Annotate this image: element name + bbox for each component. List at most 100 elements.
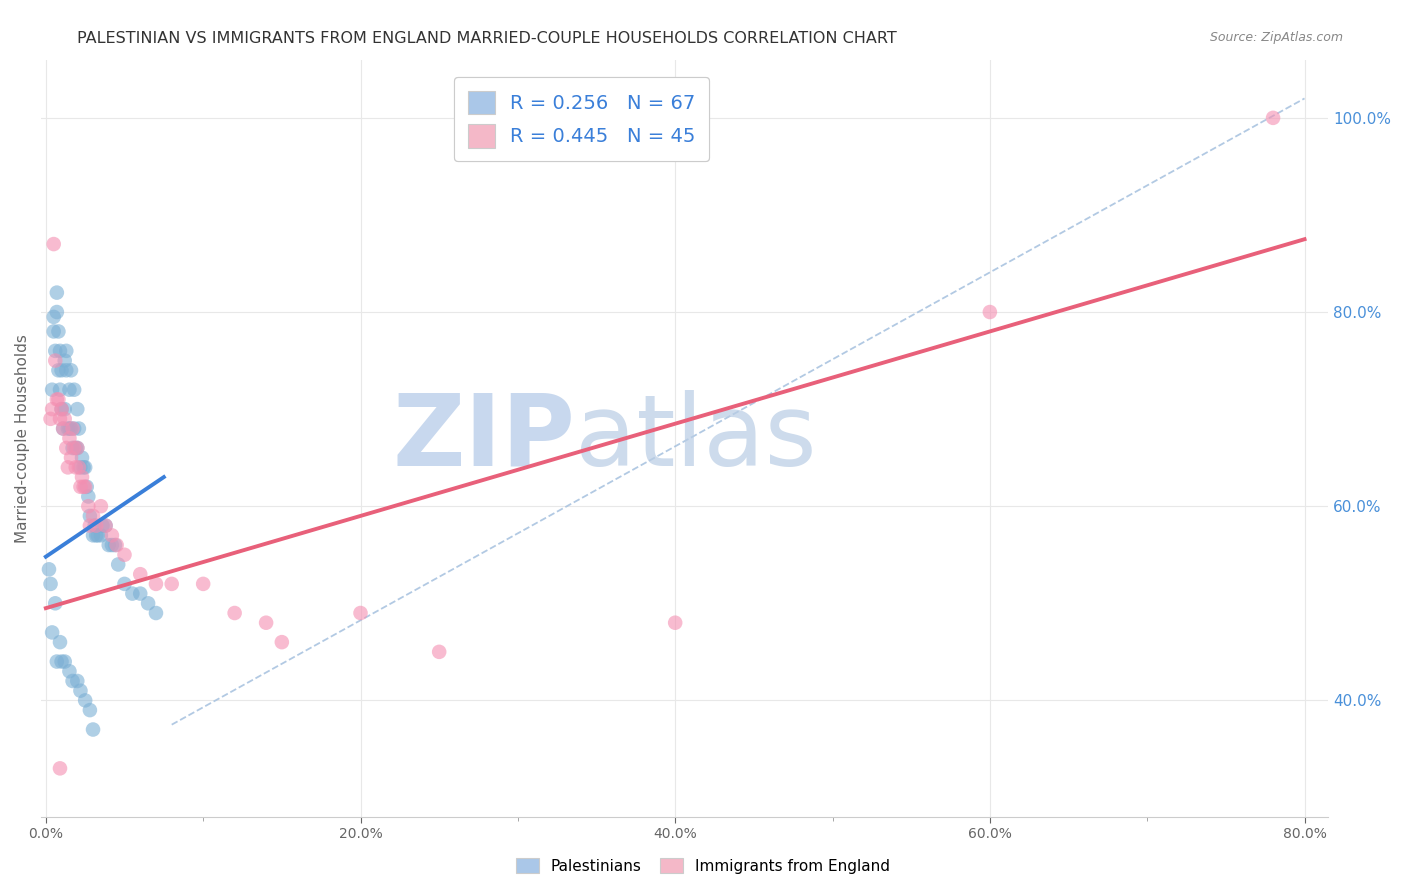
Point — [49, 761, 72, 775]
Point — [79, 518, 101, 533]
Point — [53, 402, 76, 417]
Point — [101, 528, 124, 542]
Point — [114, 577, 136, 591]
Point — [65, 441, 87, 455]
Point — [44, 596, 66, 610]
Text: Source: ZipAtlas.com: Source: ZipAtlas.com — [1209, 31, 1343, 45]
Point — [53, 655, 76, 669]
Point — [97, 538, 120, 552]
Point — [41, 402, 63, 417]
Legend: R = 0.256   N = 67, R = 0.445   N = 45: R = 0.256 N = 67, R = 0.445 N = 45 — [454, 77, 710, 161]
Point — [56, 421, 79, 435]
Point — [49, 383, 72, 397]
Point — [77, 490, 100, 504]
Y-axis label: Married-couple Households: Married-couple Households — [15, 334, 30, 542]
Legend: Palestinians, Immigrants from England: Palestinians, Immigrants from England — [509, 852, 897, 880]
Point — [94, 518, 117, 533]
Point — [58, 383, 80, 397]
Point — [69, 683, 91, 698]
Point — [38, 562, 60, 576]
Point — [60, 421, 83, 435]
Text: PALESTINIAN VS IMMIGRANTS FROM ENGLAND MARRIED-COUPLE HOUSEHOLDS CORRELATION CHA: PALESTINIAN VS IMMIGRANTS FROM ENGLAND M… — [77, 31, 897, 46]
Point — [107, 558, 129, 572]
Point — [48, 392, 70, 407]
Point — [39, 412, 62, 426]
Point — [45, 392, 67, 407]
Point — [63, 383, 86, 397]
Point — [58, 431, 80, 445]
Point — [75, 693, 97, 707]
Point — [84, 518, 107, 533]
Point — [49, 412, 72, 426]
Point — [193, 577, 215, 591]
Point — [52, 421, 75, 435]
Point — [55, 343, 77, 358]
Point — [114, 548, 136, 562]
Point — [979, 305, 1001, 319]
Point — [664, 615, 686, 630]
Point — [84, 528, 107, 542]
Point — [72, 480, 94, 494]
Point — [42, 325, 65, 339]
Point — [48, 325, 70, 339]
Point — [105, 538, 128, 552]
Point — [53, 353, 76, 368]
Point — [66, 441, 89, 455]
Point — [270, 635, 292, 649]
Point — [62, 673, 84, 688]
Point — [427, 645, 450, 659]
Point — [67, 421, 90, 435]
Point — [82, 508, 104, 523]
Point — [94, 518, 117, 533]
Point — [63, 421, 86, 435]
Point — [49, 343, 72, 358]
Point — [1261, 111, 1284, 125]
Point — [79, 508, 101, 523]
Point — [39, 577, 62, 591]
Point — [41, 383, 63, 397]
Point — [44, 353, 66, 368]
Point — [66, 402, 89, 417]
Point — [41, 625, 63, 640]
Point — [67, 460, 90, 475]
Point — [53, 412, 76, 426]
Point — [72, 460, 94, 475]
Point — [77, 500, 100, 514]
Point — [65, 460, 87, 475]
Point — [75, 460, 97, 475]
Point — [69, 460, 91, 475]
Point — [69, 480, 91, 494]
Point — [58, 665, 80, 679]
Point — [55, 363, 77, 377]
Point — [160, 577, 183, 591]
Point — [45, 655, 67, 669]
Point — [101, 538, 124, 552]
Point — [44, 343, 66, 358]
Point — [63, 441, 86, 455]
Point — [66, 673, 89, 688]
Point — [48, 363, 70, 377]
Point — [51, 402, 73, 417]
Point — [76, 480, 98, 494]
Point — [70, 450, 93, 465]
Point — [62, 441, 84, 455]
Point — [45, 305, 67, 319]
Point — [136, 596, 159, 610]
Point — [349, 606, 371, 620]
Point — [52, 421, 75, 435]
Point — [51, 655, 73, 669]
Point — [58, 421, 80, 435]
Point — [91, 518, 114, 533]
Text: ZIP: ZIP — [392, 390, 575, 487]
Point — [104, 538, 127, 552]
Point — [129, 567, 152, 582]
Point — [145, 577, 167, 591]
Point — [49, 635, 72, 649]
Point — [45, 285, 67, 300]
Point — [79, 703, 101, 717]
Point — [129, 586, 152, 600]
Point — [60, 363, 83, 377]
Point — [145, 606, 167, 620]
Text: atlas: atlas — [575, 390, 817, 487]
Point — [56, 460, 79, 475]
